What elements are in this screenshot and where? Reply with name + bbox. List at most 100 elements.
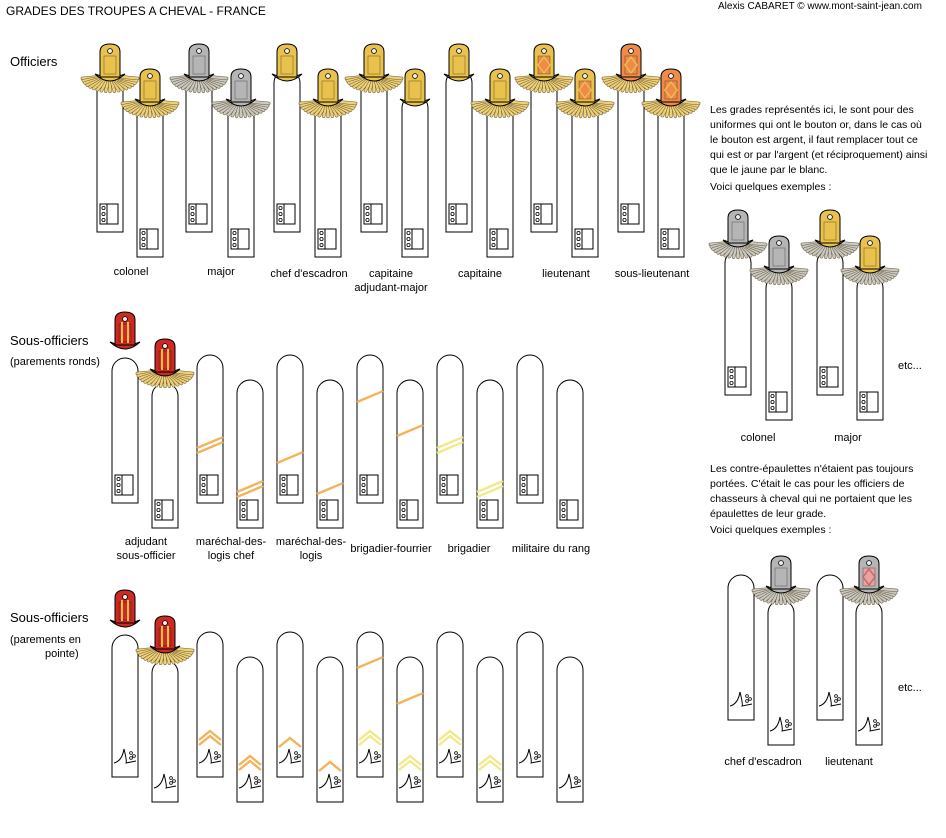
- cuff-button-icon: [785, 719, 789, 723]
- cuff-button-icon: [417, 779, 421, 783]
- epaulette-icon: [109, 589, 141, 628]
- sub-nco-round: (parements ronds): [10, 356, 100, 368]
- sleeve-right: [657, 94, 685, 258]
- sleeve-cuff-icon: [358, 748, 382, 764]
- caption-contre-chef-escadron: chef d'escadron: [724, 756, 802, 768]
- epaulette-icon: [839, 555, 899, 606]
- cuff-button-icon: [190, 205, 195, 210]
- caption-capitaine-adjudant-major: capitaine adjudant-major: [354, 268, 428, 294]
- cuff-button-icon: [365, 217, 370, 222]
- rank-stripe-icon: [236, 479, 264, 494]
- sleeve-cuff-icon: [398, 773, 422, 789]
- rank-stripe-icon: [196, 435, 224, 450]
- cuff-button-icon: [481, 514, 486, 519]
- sleeve-cuff-icon: [818, 691, 842, 707]
- sleeve: [276, 354, 304, 504]
- sleeve: [476, 379, 504, 529]
- cuff-button-icon: [494, 781, 498, 785]
- caption-adjudant: adjudant sous-officier: [116, 536, 176, 562]
- cuff-button-icon: [576, 242, 581, 247]
- chevron-icon: [238, 759, 262, 771]
- cuff-button-icon: [156, 501, 161, 506]
- sleeve: [727, 574, 755, 721]
- chevron-icon: [478, 759, 502, 771]
- cuff-button-icon: [294, 756, 298, 760]
- sleeve-right: [486, 94, 514, 258]
- sleeve-cuff-icon: [318, 773, 342, 789]
- sleeve: [476, 656, 504, 803]
- cuff-button-icon: [534, 751, 538, 755]
- cuff-button-icon: [361, 488, 366, 493]
- chevron-icon: [438, 734, 462, 746]
- chevron-icon: [198, 734, 222, 746]
- cuff-button-icon: [876, 722, 880, 726]
- sleeve: [767, 599, 795, 746]
- caption-major: major: [207, 266, 235, 278]
- epaulette-icon: [840, 235, 900, 286]
- epaulette-icon: [120, 68, 180, 119]
- epaulette-icon: [298, 68, 358, 119]
- cuff-button-icon: [156, 514, 161, 519]
- sleeve-left: [273, 69, 301, 233]
- cuff-button-icon: [537, 754, 541, 758]
- cuff-button-icon: [414, 781, 418, 785]
- cuff-button-icon: [494, 776, 498, 780]
- chevron-icon: [198, 729, 222, 741]
- cuff-button-icon: [241, 507, 246, 512]
- cuff-button-icon: [361, 476, 366, 481]
- cuff-button-icon: [561, 501, 566, 506]
- caption-mdl-chef: maréchal-des- logis chef: [195, 536, 267, 562]
- sleeve-cuff-icon: [857, 716, 881, 732]
- cuff-button-icon: [172, 779, 176, 783]
- cuff-button-icon: [232, 230, 237, 235]
- rank-stripe-icon: [276, 450, 304, 465]
- sleeve-cuff-icon: [518, 748, 542, 764]
- sleeve-cuff-icon: [438, 748, 462, 764]
- cuff-button-icon: [662, 230, 667, 235]
- rank-stripe-icon: [476, 484, 504, 499]
- caption-capitaine: capitaine: [457, 268, 503, 280]
- cuff-button-icon: [441, 476, 446, 481]
- caption-sous-lieutenant: sous-lieutenant: [614, 268, 690, 280]
- cuff-button-icon: [729, 380, 734, 385]
- cuff-button-icon: [497, 779, 501, 783]
- epaulette-icon: [555, 68, 615, 119]
- cuff-button-icon: [491, 236, 496, 241]
- cuff-button-icon: [169, 781, 173, 785]
- cuff-button-icon: [788, 722, 792, 726]
- cuff-button-icon: [745, 699, 749, 703]
- cuff-button-icon: [278, 211, 283, 216]
- sleeve-right: [401, 94, 429, 258]
- cuff-button-icon: [521, 482, 526, 487]
- cuff-button-icon: [319, 236, 324, 241]
- cuff-button-icon: [535, 217, 540, 222]
- epaulette-icon: [169, 43, 229, 94]
- cuff-button-icon: [481, 507, 486, 512]
- cuff-button-icon: [873, 724, 877, 728]
- epaulette-icon: [601, 43, 661, 94]
- rank-stripe-icon: [396, 691, 424, 706]
- sleeve-left: [530, 69, 558, 233]
- rank-stripe-icon: [396, 423, 424, 438]
- cuff-button-icon: [821, 368, 826, 373]
- cuff-button-icon: [129, 751, 133, 755]
- sleeve: [356, 354, 384, 504]
- cuff-button-icon: [521, 488, 526, 493]
- cuff-button-icon: [834, 694, 838, 698]
- sub-nco-pointed-1: (parements en: [10, 634, 81, 646]
- epaulette-icon: [344, 43, 404, 94]
- cuff-button-icon: [406, 242, 411, 247]
- sleeve-left: [617, 69, 645, 233]
- etc-2: etc...: [898, 682, 922, 694]
- cuff-button-icon: [821, 380, 826, 385]
- sleeve-cuff-icon: [558, 773, 582, 789]
- cuff-button-icon: [662, 236, 667, 241]
- cuff-button-icon: [217, 754, 221, 758]
- cuff-button-icon: [561, 507, 566, 512]
- sleeve: [765, 274, 793, 421]
- sleeve-cuff-icon: [278, 748, 302, 764]
- cuff-button-icon: [319, 242, 324, 247]
- cuff-button-icon: [834, 699, 838, 703]
- sleeve: [516, 354, 544, 504]
- caption-mdl: maréchal-des- logis: [275, 536, 347, 562]
